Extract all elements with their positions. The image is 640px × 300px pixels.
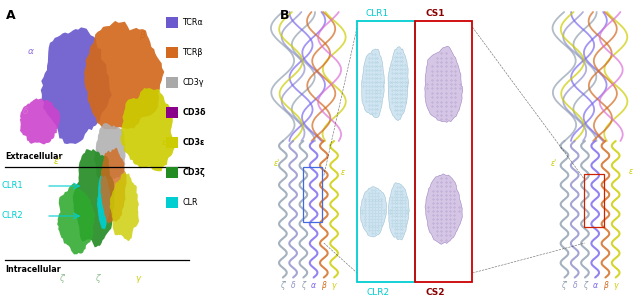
- Text: CS2: CS2: [426, 288, 445, 297]
- Bar: [415, 21, 472, 282]
- Polygon shape: [93, 123, 125, 180]
- Text: ε: ε: [628, 167, 632, 176]
- Polygon shape: [73, 149, 115, 247]
- Text: α: α: [593, 280, 598, 290]
- Text: Extracellular: Extracellular: [5, 152, 63, 161]
- Text: CLR1: CLR1: [2, 182, 24, 190]
- Bar: [166, 77, 178, 88]
- Text: CLR2: CLR2: [2, 212, 24, 220]
- Text: ζ: ζ: [301, 280, 305, 290]
- Bar: [357, 21, 415, 282]
- Text: Intracellular: Intracellular: [5, 265, 61, 274]
- Text: δ: δ: [291, 280, 296, 290]
- Text: β: β: [603, 280, 608, 290]
- Text: TCRα: TCRα: [182, 18, 203, 27]
- Text: TCRβ: TCRβ: [182, 48, 203, 57]
- Text: α: α: [28, 46, 34, 56]
- Bar: [584, 174, 604, 226]
- Text: ζ': ζ': [561, 280, 568, 290]
- Polygon shape: [109, 172, 139, 241]
- Polygon shape: [362, 49, 385, 118]
- Bar: [166, 167, 178, 178]
- Bar: [166, 197, 178, 208]
- Polygon shape: [20, 98, 60, 144]
- Text: CD3δ: CD3δ: [182, 108, 206, 117]
- Polygon shape: [388, 47, 408, 121]
- Bar: [166, 137, 178, 148]
- Text: ζ: ζ: [583, 280, 587, 290]
- Text: ε': ε': [273, 159, 280, 168]
- Text: ζ': ζ': [60, 274, 66, 283]
- Text: ζ: ζ: [95, 274, 100, 283]
- Text: CD3ζ: CD3ζ: [182, 168, 205, 177]
- Bar: [166, 47, 178, 58]
- Text: ε': ε': [550, 159, 557, 168]
- Text: α: α: [311, 280, 316, 290]
- Bar: [166, 107, 178, 118]
- Text: ε': ε': [54, 158, 61, 166]
- Text: CLR1: CLR1: [366, 9, 389, 18]
- Text: β: β: [321, 280, 326, 290]
- Text: δ: δ: [23, 106, 28, 116]
- Text: ζ': ζ': [280, 280, 286, 290]
- Polygon shape: [425, 174, 462, 244]
- Polygon shape: [425, 46, 463, 122]
- Polygon shape: [97, 175, 111, 230]
- Text: CD3ε: CD3ε: [182, 138, 205, 147]
- Text: A: A: [6, 9, 16, 22]
- Text: δ: δ: [572, 280, 577, 290]
- Polygon shape: [57, 184, 95, 254]
- Text: β: β: [140, 32, 145, 40]
- Text: CD3γ: CD3γ: [182, 78, 204, 87]
- Text: CLR2: CLR2: [366, 288, 389, 297]
- Text: γ: γ: [332, 280, 337, 290]
- Text: CS1: CS1: [426, 9, 445, 18]
- Polygon shape: [360, 187, 387, 237]
- Bar: [303, 167, 322, 222]
- Polygon shape: [84, 21, 164, 130]
- Polygon shape: [41, 27, 112, 144]
- Polygon shape: [100, 148, 127, 224]
- Text: ε: ε: [340, 168, 344, 177]
- Text: ε: ε: [161, 138, 166, 147]
- Text: CLR: CLR: [182, 198, 198, 207]
- Text: γ: γ: [135, 274, 140, 283]
- Bar: [166, 17, 178, 28]
- Text: B: B: [280, 9, 290, 22]
- Polygon shape: [388, 183, 410, 240]
- Text: γ: γ: [613, 280, 618, 290]
- Polygon shape: [120, 88, 175, 171]
